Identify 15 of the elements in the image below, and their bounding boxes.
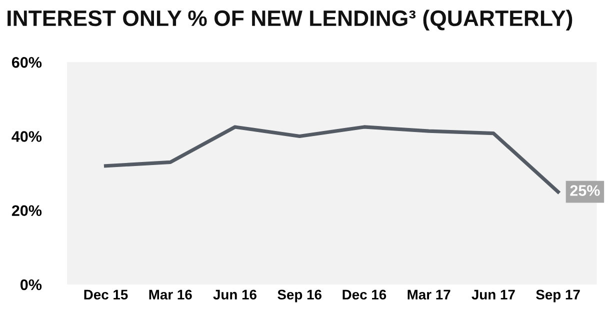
x-tick-label: Jun 17 [472,290,515,300]
x-tick-label: Mar 17 [408,290,450,300]
x-tick-label: Dec 16 [342,290,386,300]
y-tick-label: 0% [20,279,42,290]
x-tick-label: Mar 16 [149,290,192,300]
x-tick-label: Dec 15 [84,290,128,300]
y-tick-label: 60% [12,57,42,68]
x-tick-label: Jun 16 [213,290,256,300]
line-series [104,125,560,194]
y-tick-label: 40% [12,131,42,142]
x-tick-label: Sep 16 [278,290,322,302]
y-tick-label: 20% [12,205,42,216]
data-label: 25% [570,185,600,196]
chart-title: INTEREST ONLY % OF NEW LENDING³ (QUARTERLY) [8,10,572,31]
x-tick-label: Sep 17 [536,290,580,302]
